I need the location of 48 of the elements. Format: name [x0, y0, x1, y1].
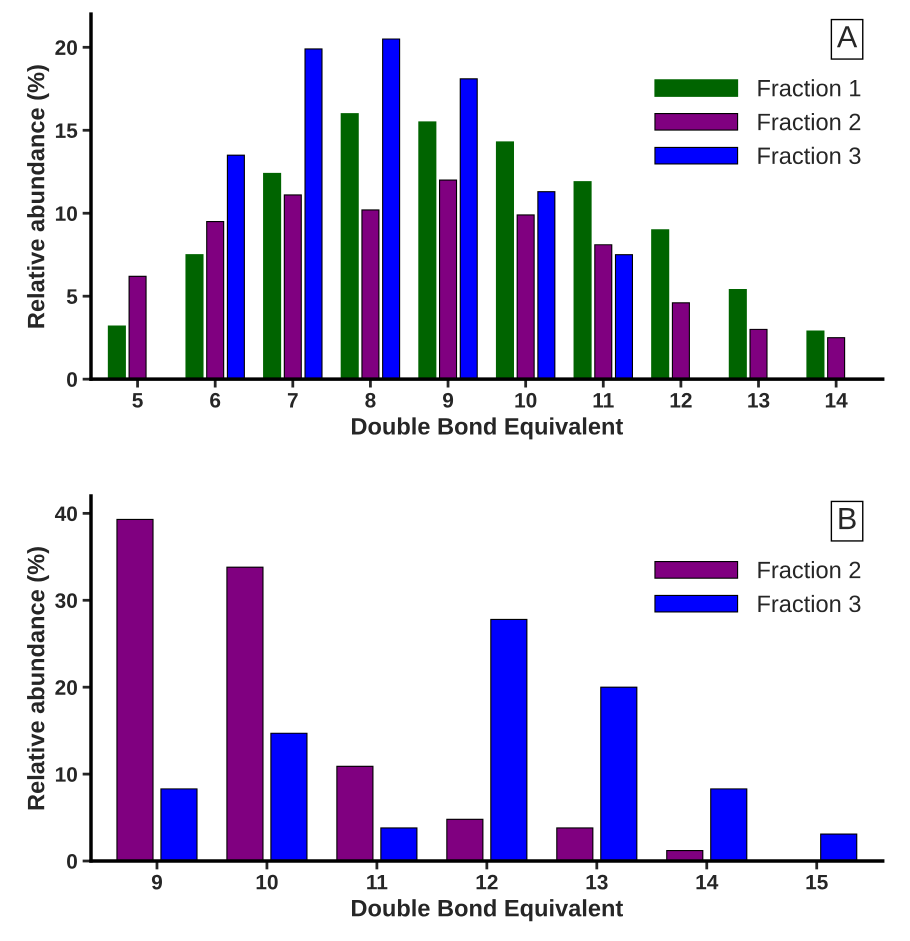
y-tick-label: 10 — [56, 206, 77, 221]
legend-label: Fraction 3 — [758, 594, 860, 612]
legend-label: Fraction 2 — [758, 112, 860, 130]
y-tick-label: 15 — [56, 123, 78, 138]
bar — [418, 121, 436, 380]
legend-label: Fraction 1 — [758, 79, 860, 97]
x-tick-label: 6 — [210, 392, 220, 408]
x-axis-title: Double Bond Equivalent — [352, 417, 623, 440]
y-tick-label: 20 — [55, 40, 77, 56]
x-tick-label: 11 — [367, 874, 388, 890]
x-tick-label: 8 — [365, 392, 376, 408]
x-tick-label: 15 — [806, 874, 828, 890]
legend-label: Fraction 2 — [758, 561, 860, 578]
y-tick-label: 10 — [56, 767, 77, 782]
x-tick-label: 5 — [132, 393, 143, 408]
x-tick-label: 12 — [476, 874, 498, 890]
x-tick-label: 13 — [748, 392, 770, 408]
y-tick-label: 0 — [67, 372, 77, 387]
x-tick-label: 7 — [288, 393, 298, 408]
x-tick-label: 11 — [594, 393, 614, 408]
y-axis-title: Relative abundance (%) — [27, 547, 50, 810]
annotation: A — [836, 26, 858, 48]
x-tick-label: 14 — [696, 874, 718, 890]
y-tick-label: 5 — [66, 289, 78, 304]
x-tick-label: 10 — [515, 392, 536, 408]
bar — [806, 330, 824, 380]
x-tick-label: 9 — [442, 392, 454, 408]
y-tick-label: 20 — [55, 680, 77, 695]
bar — [574, 181, 592, 380]
y-tick-label: 30 — [55, 593, 77, 608]
x-tick-label: 13 — [586, 874, 608, 890]
x-tick-label: 10 — [256, 874, 278, 890]
bar — [263, 172, 282, 380]
bar — [496, 141, 514, 380]
y-tick-label: 0 — [67, 854, 77, 869]
legend-label: Fraction 3 — [758, 146, 860, 164]
x-tick-label: 9 — [152, 874, 162, 890]
x-axis-title: Double Bond Equivalent — [352, 899, 623, 922]
bar — [728, 289, 747, 380]
y-tick-label: 40 — [54, 506, 77, 522]
annotation: B — [839, 508, 856, 530]
bar — [340, 113, 359, 380]
bar — [185, 254, 204, 380]
y-axis-title: Relative abundance (%) — [27, 65, 50, 328]
x-tick-label: 12 — [670, 392, 692, 408]
bar — [651, 229, 670, 380]
bar — [108, 326, 126, 380]
x-tick-label: 14 — [826, 393, 848, 408]
